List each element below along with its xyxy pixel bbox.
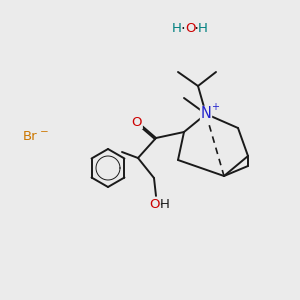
Text: O: O <box>132 116 142 128</box>
Text: O: O <box>185 22 195 34</box>
Text: −: − <box>40 127 48 137</box>
Text: N: N <box>201 106 212 122</box>
Text: H: H <box>160 197 170 211</box>
Text: H: H <box>198 22 208 34</box>
Text: Br: Br <box>23 130 37 143</box>
Text: +: + <box>211 102 219 112</box>
Text: O: O <box>150 197 160 211</box>
Text: H: H <box>172 22 182 34</box>
